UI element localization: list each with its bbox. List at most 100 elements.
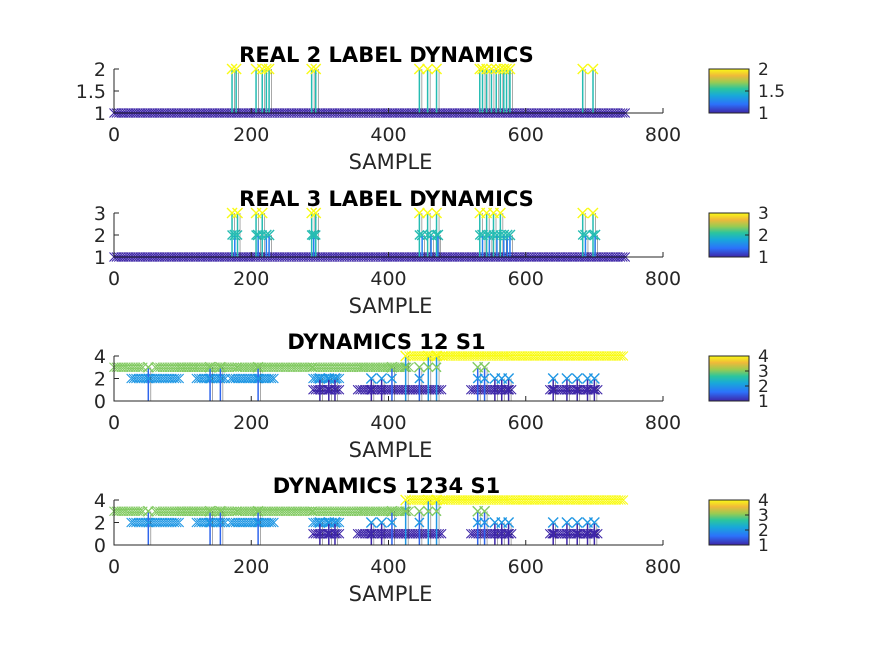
spike-marker	[431, 494, 443, 506]
band-markers-1	[126, 517, 185, 528]
spike-marker	[589, 229, 601, 241]
spike-0	[226, 63, 238, 113]
spike-13	[431, 350, 443, 401]
spike-1	[204, 361, 216, 401]
spike-11	[413, 505, 425, 545]
spike-3	[252, 505, 264, 545]
spike-marker	[142, 505, 154, 517]
spike-marker	[413, 63, 425, 75]
band-markers-4	[174, 506, 242, 517]
colorbar-tick-label: 2	[758, 226, 769, 246]
spike-marker	[503, 373, 515, 384]
spike-marker	[431, 63, 443, 75]
x-tick-label: 800	[645, 124, 681, 146]
spike-10	[400, 350, 412, 401]
x-tick-label: 0	[108, 556, 120, 578]
spike-marker-mid	[479, 373, 490, 384]
spike-marker	[416, 229, 428, 241]
spike-marker-mid	[306, 230, 317, 240]
x-tick-label: 400	[370, 124, 406, 146]
spike-12	[422, 350, 434, 401]
spike-marker	[386, 505, 398, 517]
spike-marker	[252, 361, 264, 373]
spike-marker-mid	[589, 528, 600, 539]
spike-10	[400, 494, 412, 545]
spike-7	[263, 229, 275, 257]
spike-7	[310, 63, 322, 113]
band-markers-13	[438, 351, 629, 361]
y-tick-label: 0	[94, 535, 106, 557]
y-tick-label: 0	[94, 391, 106, 413]
spike-marker-mid	[572, 384, 583, 395]
x-tick-label: 600	[508, 268, 544, 290]
spike-marker	[432, 229, 444, 241]
spike-6	[306, 63, 318, 113]
spike-marker-mid	[215, 517, 226, 528]
x-tick-label: 0	[108, 268, 120, 290]
spike-marker	[504, 229, 516, 241]
y-tick-label: 2	[94, 513, 106, 535]
spike-marker	[306, 63, 318, 75]
spike-2	[232, 207, 244, 257]
spike-20	[561, 517, 573, 545]
spike-marker	[365, 517, 377, 528]
spike-marker-mid	[215, 373, 226, 384]
colorbar-tick-label: 4	[758, 347, 769, 367]
spike-marker	[376, 373, 388, 384]
x-tick-label: 400	[370, 268, 406, 290]
spike-marker	[376, 517, 388, 528]
spike-marker-mid	[431, 362, 442, 373]
spike-marker-mid	[503, 384, 514, 395]
spike-marker	[314, 373, 326, 384]
spike-marker	[226, 207, 238, 219]
spike-marker	[422, 494, 434, 506]
axes-frame	[113, 213, 663, 258]
spike-9	[386, 505, 398, 545]
spike-marker-mid	[143, 373, 154, 384]
spike-2	[214, 361, 226, 401]
spike-marker	[256, 207, 268, 219]
spike-marker	[571, 373, 583, 384]
chart-title: DYNAMICS 12 S1	[287, 330, 485, 354]
spike-0	[142, 361, 154, 401]
spike-marker	[310, 63, 322, 75]
x-tick-label: 800	[645, 556, 681, 578]
spike-marker	[263, 63, 275, 75]
band-markers-5	[225, 373, 279, 384]
band-markers-9	[308, 362, 366, 373]
spike-marker	[547, 517, 559, 528]
spike-marker	[504, 63, 516, 75]
spike-marker-mid	[431, 230, 442, 240]
spike-marker-mid	[572, 528, 583, 539]
band-markers-9	[308, 506, 366, 517]
spike-marker-mid	[588, 230, 598, 240]
spike-marker	[400, 350, 412, 362]
x-tick-label: 600	[508, 412, 544, 434]
spike-23	[588, 517, 600, 545]
spike-marker-mid	[400, 362, 411, 373]
spike-marker-mid	[386, 373, 397, 384]
colorbar-tick-label: 4	[758, 491, 769, 511]
x-tick-label: 0	[108, 412, 120, 434]
spike-marker-mid	[310, 230, 321, 240]
spike-marker	[577, 207, 589, 219]
spike-marker-mid	[400, 506, 411, 517]
spike-marker-mid	[479, 517, 490, 528]
spike-marker-mid	[314, 384, 325, 395]
spike-marker	[587, 207, 599, 219]
spike-21	[571, 373, 583, 401]
spike-marker	[571, 517, 583, 528]
spike-18	[503, 373, 515, 401]
spike-13	[481, 63, 493, 113]
spike-marker	[494, 207, 506, 219]
colorbar-tick-label: 2	[758, 521, 769, 541]
x-tick-label: 200	[233, 412, 269, 434]
spike-marker	[561, 373, 573, 384]
chart-title: DYNAMICS 1234 S1	[273, 474, 500, 498]
spike-7	[365, 373, 377, 401]
x-tick-label: 600	[508, 124, 544, 146]
spike-4	[314, 373, 326, 401]
y-tick-label: 3	[94, 203, 106, 225]
